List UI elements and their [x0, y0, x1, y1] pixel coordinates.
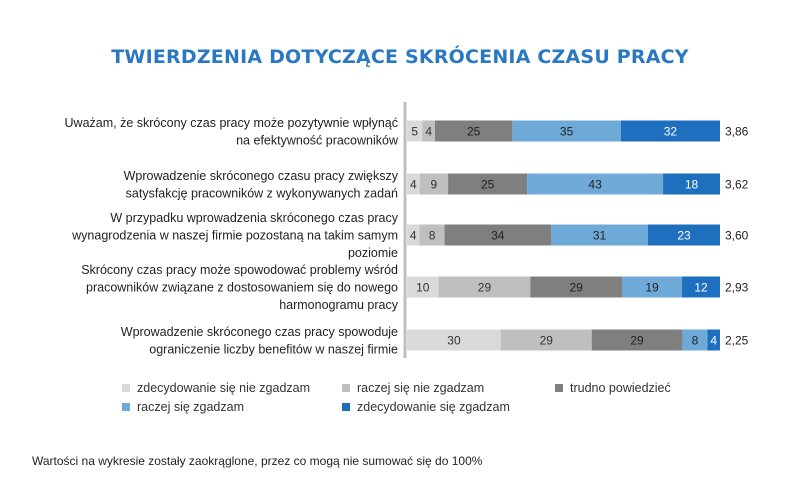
bar-segment	[500, 329, 592, 351]
category-label: harmonogramu pracy	[279, 298, 399, 312]
bar-segment	[438, 276, 531, 298]
legend-item: zdecydowanie się nie zgadzam	[122, 381, 310, 395]
legend-label: zdecydowanie się nie zgadzam	[137, 381, 311, 395]
mean-value-label: 2,93	[725, 281, 749, 295]
data-label: 8	[692, 334, 699, 348]
bar-segment	[422, 120, 435, 142]
category-label: Uważam, że skrócony czas pracy może pozy…	[65, 116, 398, 130]
category-label: poziomie	[348, 246, 398, 260]
data-label: 10	[416, 281, 430, 295]
data-label: 5	[411, 125, 418, 139]
category-label: satysfakcję pracowników z wykonywanych z…	[126, 186, 398, 200]
bar-segment	[407, 173, 420, 195]
legend-swatch	[122, 384, 130, 392]
data-label: 29	[540, 334, 554, 348]
bar-segment	[530, 276, 622, 298]
bar-segment	[444, 224, 551, 246]
bar-segment	[682, 276, 720, 298]
mean-value-label: 2,25	[725, 334, 749, 348]
category-label: na efektywność pracowników	[236, 133, 399, 147]
data-label: 29	[478, 281, 492, 295]
bar-segment	[550, 224, 649, 246]
chart-title: TWIERDZENIA DOTYCZĄCE SKRÓCENIA CZASU PR…	[111, 46, 689, 68]
category-label: Skrócony czas pracy może spowodować prob…	[81, 263, 398, 277]
data-label: 25	[481, 178, 495, 192]
bar-segment	[620, 120, 720, 142]
bar-segment	[407, 329, 501, 351]
legend-label: zdecydowanie się zgadzam	[357, 400, 510, 414]
bar-segment	[707, 329, 720, 351]
data-label: 4	[410, 229, 417, 243]
data-label: 4	[425, 125, 432, 139]
legend-item: zdecydowanie się zgadzam	[342, 400, 510, 414]
footnote: Wartości na wykresie zostały zaokrąglone…	[32, 454, 483, 468]
bar-segment	[407, 120, 423, 142]
legend-label: raczej się zgadzam	[137, 400, 244, 414]
bar-segment	[407, 224, 420, 246]
bar-segment	[648, 224, 720, 246]
bar-segment	[621, 276, 683, 298]
data-label: 8	[429, 229, 436, 243]
legend-swatch	[342, 403, 350, 411]
bar-segment	[591, 329, 683, 351]
data-label: 29	[630, 334, 644, 348]
bar-segment	[527, 173, 664, 195]
legend-item: raczej się zgadzam	[122, 400, 244, 414]
category-label: Wprowadzenie skróconego czasu pracy zwię…	[124, 169, 399, 183]
bar-segment	[419, 173, 449, 195]
data-label: 12	[694, 281, 708, 295]
legend-item: raczej się nie zgadzam	[342, 381, 484, 395]
legend-swatch	[122, 403, 130, 411]
data-label: 4	[410, 178, 417, 192]
bar-segment	[434, 120, 513, 142]
data-label: 32	[664, 125, 678, 139]
category-label: wynagrodzenia w naszej firmie pozostaną …	[71, 229, 398, 243]
data-label: 4	[710, 334, 717, 348]
legend-swatch	[555, 384, 563, 392]
data-label: 25	[467, 125, 481, 139]
category-label: Wprowadzenie skróconego czas pracy spowo…	[121, 325, 398, 339]
data-label: 43	[588, 178, 602, 192]
mean-value-label: 3,60	[725, 229, 749, 243]
category-label: W przypadku wprowadzenia skróconego czas…	[110, 211, 398, 225]
data-label: 30	[447, 334, 461, 348]
mean-value-label: 3,62	[725, 178, 749, 192]
data-label: 9	[431, 178, 438, 192]
mean-value-label: 3,86	[725, 125, 749, 139]
legend-item: trudno powiedzieć	[555, 381, 671, 395]
data-label: 18	[685, 178, 699, 192]
bar-segment	[682, 329, 708, 351]
data-label: 29	[569, 281, 583, 295]
data-label: 23	[677, 229, 691, 243]
bar-segment	[419, 224, 445, 246]
data-label: 35	[560, 125, 574, 139]
bar-segment	[512, 120, 621, 142]
legend-label: raczej się nie zgadzam	[357, 381, 485, 395]
legend-swatch	[342, 384, 350, 392]
data-label: 31	[593, 229, 607, 243]
stacked-bar-chart: Uważam, że skrócony czas pracy może pozy…	[65, 102, 749, 358]
data-label: 19	[645, 281, 659, 295]
category-label: pracowników związane z dostosowaniem się…	[86, 281, 398, 295]
category-label: ograniczenie liczby benefitów w naszej f…	[149, 342, 398, 356]
bar-segment	[407, 276, 439, 298]
legend-label: trudno powiedzieć	[570, 381, 671, 395]
data-label: 34	[491, 229, 505, 243]
bar-segment	[663, 173, 720, 195]
bar-segment	[448, 173, 528, 195]
